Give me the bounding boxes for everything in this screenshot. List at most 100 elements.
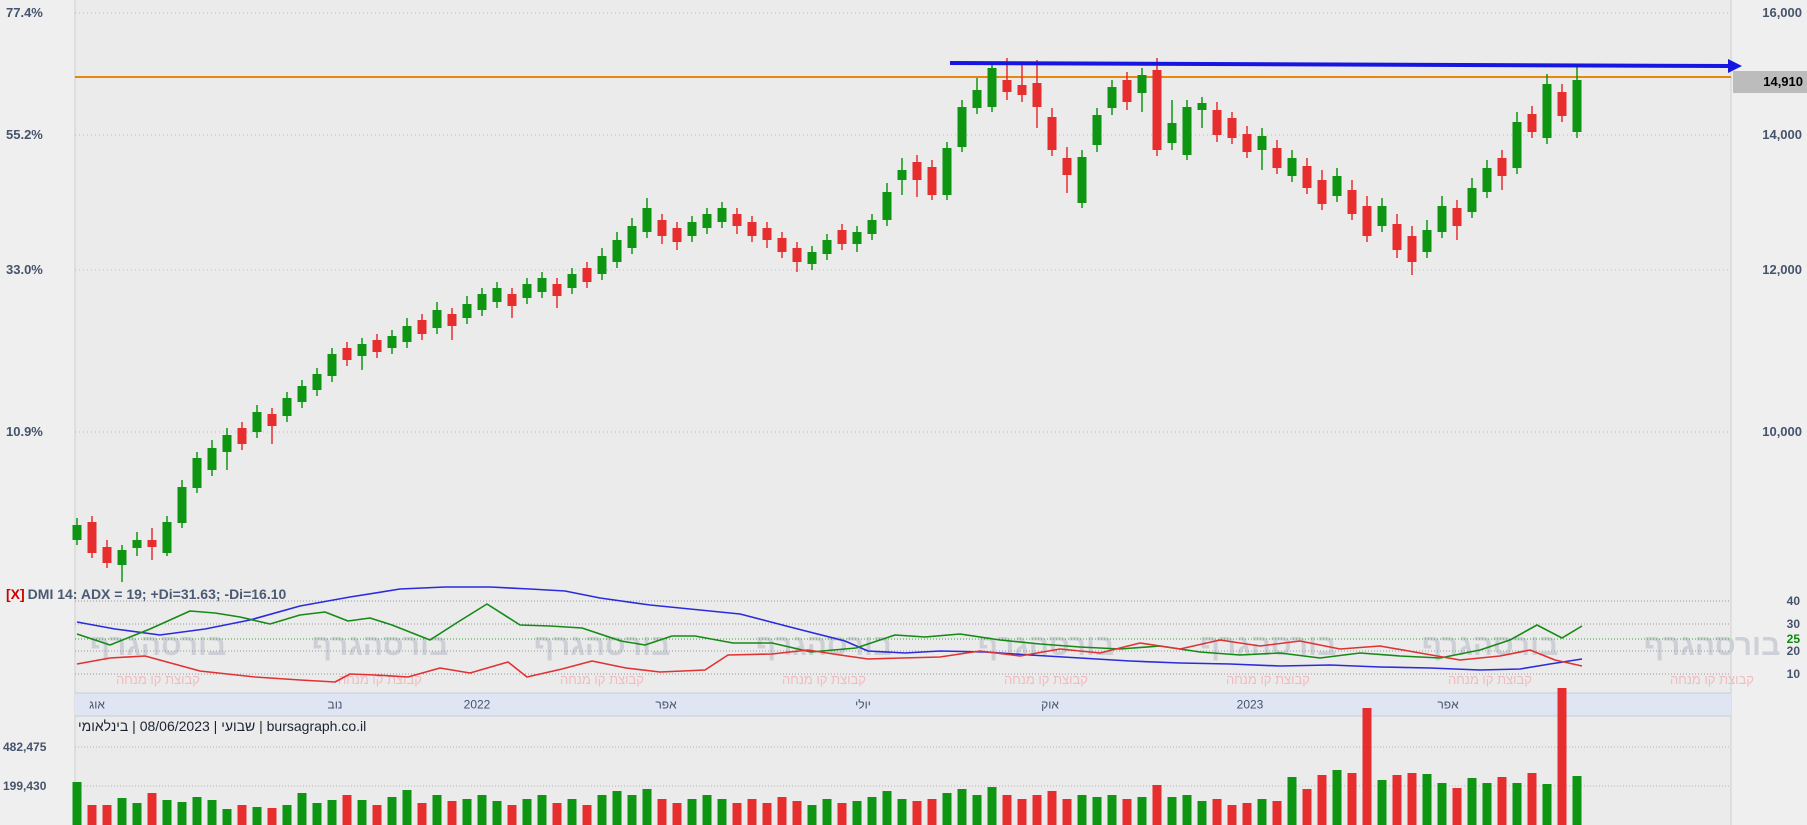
volume-bar[interactable] <box>657 799 667 825</box>
volume-bar[interactable] <box>417 803 427 825</box>
candle[interactable] <box>117 550 127 565</box>
candle[interactable] <box>1512 122 1522 168</box>
candle[interactable] <box>1122 80 1132 102</box>
candle[interactable] <box>522 284 532 298</box>
candle[interactable] <box>1077 157 1087 203</box>
volume-bar[interactable] <box>1062 799 1072 825</box>
volume-bar[interactable] <box>1542 784 1552 825</box>
volume-bar[interactable] <box>1362 708 1372 825</box>
candle[interactable] <box>687 222 697 236</box>
volume-bar[interactable] <box>942 793 952 825</box>
candle[interactable] <box>1482 168 1492 192</box>
volume-bar[interactable] <box>567 799 577 825</box>
candle[interactable] <box>1047 117 1057 150</box>
volume-bar[interactable] <box>1272 801 1282 825</box>
volume-bar[interactable] <box>1407 773 1417 825</box>
volume-bar[interactable] <box>162 800 172 825</box>
volume-bar[interactable] <box>1392 775 1402 825</box>
candle[interactable] <box>87 522 97 553</box>
volume-bar[interactable] <box>627 795 637 825</box>
candle[interactable] <box>957 107 967 147</box>
candle[interactable] <box>1032 83 1042 107</box>
candle[interactable] <box>492 288 502 302</box>
candle[interactable] <box>1332 176 1342 196</box>
volume-bar[interactable] <box>207 800 217 825</box>
candle[interactable] <box>1002 80 1012 92</box>
candle[interactable] <box>132 540 142 548</box>
volume-bar[interactable] <box>1242 803 1252 825</box>
volume-bar[interactable] <box>1377 780 1387 825</box>
volume-bar[interactable] <box>117 798 127 825</box>
candle[interactable] <box>1212 110 1222 135</box>
candle[interactable] <box>252 412 262 432</box>
volume-bar[interactable] <box>1077 795 1087 825</box>
volume-bar[interactable] <box>852 801 862 825</box>
candle[interactable] <box>147 540 157 547</box>
candle[interactable] <box>267 414 277 426</box>
candle[interactable] <box>162 522 172 553</box>
candle[interactable] <box>1317 180 1327 204</box>
candle[interactable] <box>822 240 832 254</box>
volume-bar[interactable] <box>1257 799 1267 825</box>
volume-bar[interactable] <box>897 799 907 825</box>
candle[interactable] <box>1137 75 1147 93</box>
candle[interactable] <box>1452 208 1462 226</box>
candle[interactable] <box>867 220 877 234</box>
volume-bar[interactable] <box>1047 791 1057 825</box>
candle[interactable] <box>1392 224 1402 250</box>
candle[interactable] <box>627 226 637 248</box>
volume-bar[interactable] <box>732 803 742 825</box>
volume-bar[interactable] <box>837 803 847 825</box>
candle[interactable] <box>1092 115 1102 145</box>
candle[interactable] <box>942 148 952 195</box>
volume-bar[interactable] <box>972 795 982 825</box>
volume-bar[interactable] <box>1227 805 1237 825</box>
candle[interactable] <box>1197 103 1207 110</box>
candle[interactable] <box>222 435 232 452</box>
candle[interactable] <box>1572 80 1582 132</box>
volume-bar[interactable] <box>1302 789 1312 825</box>
candle[interactable] <box>1182 107 1192 155</box>
volume-bar[interactable] <box>1332 770 1342 825</box>
candle[interactable] <box>1542 84 1552 138</box>
candle[interactable] <box>852 232 862 244</box>
candle[interactable] <box>582 268 592 282</box>
volume-bar[interactable] <box>747 799 757 825</box>
volume-bar[interactable] <box>1422 774 1432 825</box>
candle[interactable] <box>972 90 982 108</box>
candle[interactable] <box>672 228 682 242</box>
volume-bar[interactable] <box>87 805 97 825</box>
candle[interactable] <box>882 192 892 220</box>
volume-bar[interactable] <box>1482 783 1492 825</box>
volume-bar[interactable] <box>1557 688 1567 825</box>
volume-bar[interactable] <box>1452 788 1462 825</box>
candle[interactable] <box>192 458 202 488</box>
volume-bar[interactable] <box>1152 785 1162 825</box>
candle[interactable] <box>1497 158 1507 176</box>
volume-bar[interactable] <box>177 802 187 825</box>
candle[interactable] <box>657 220 667 236</box>
volume-bar[interactable] <box>1137 797 1147 825</box>
candle[interactable] <box>447 314 457 326</box>
volume-bar[interactable] <box>1347 773 1357 825</box>
candle[interactable] <box>597 256 607 274</box>
candle[interactable] <box>612 240 622 262</box>
candle[interactable] <box>1302 166 1312 188</box>
volume-bar[interactable] <box>492 801 502 825</box>
candle[interactable] <box>477 294 487 310</box>
candle[interactable] <box>912 162 922 180</box>
volume-bar[interactable] <box>72 782 82 825</box>
volume-bar[interactable] <box>192 797 202 825</box>
candle[interactable] <box>297 386 307 402</box>
volume-bar[interactable] <box>372 805 382 825</box>
candle[interactable] <box>462 304 472 318</box>
volume-bar[interactable] <box>342 795 352 825</box>
volume-bar[interactable] <box>762 803 772 825</box>
volume-bar[interactable] <box>1287 777 1297 825</box>
candle[interactable] <box>402 326 412 342</box>
candle[interactable] <box>372 340 382 352</box>
volume-bar[interactable] <box>1572 776 1582 825</box>
candle[interactable] <box>72 525 82 540</box>
volume-bar[interactable] <box>432 795 442 825</box>
